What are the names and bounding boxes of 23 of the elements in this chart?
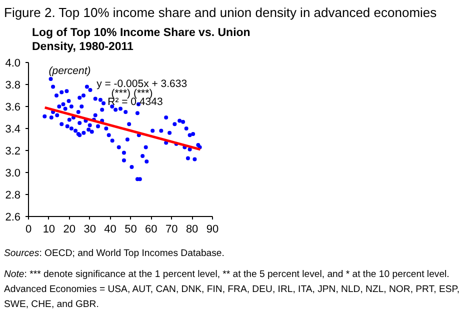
x-tick-label: 80 (186, 224, 198, 236)
x-tick-label: 60 (145, 224, 158, 236)
x-tick-label: 20 (63, 224, 76, 236)
text: Note: *** denote significance at the 1 percent level, ** at the 5 percent level, and * at the 10 percent level. Advanced Economies = USA, AUT, CAN, DNK, FIN, FRA, DEU, IRL, ITA, JPN, NLD, NZL, NOR, PRT, ESP, SWE, CHE, and GBR. (4, 268, 461, 312)
x-tick-label: 30 (84, 224, 96, 236)
y-tick-label: 3.0 (5, 168, 21, 180)
y-tick-label: 3.6 (5, 102, 21, 114)
y-tick-label: 3.8 (5, 80, 21, 92)
y-tick-label: 3.4 (5, 124, 21, 136)
source-note: Sources: OECD; and World Top Incomes Database. (4, 247, 226, 261)
x-tick-label: 10 (42, 224, 56, 236)
y-tick-label: 2.6 (5, 212, 21, 224)
chart-subtitle: Log of Top 10% Income Share vs. Union Density, 1980-2011 (32, 26, 252, 54)
x-tick-label: 0 (25, 224, 32, 236)
y-tick-label: 2.8 (5, 190, 21, 202)
y-axis-title: (percent) (48, 64, 91, 77)
x-tick-label: 70 (165, 224, 178, 236)
y-tick-label: 4.0 (5, 58, 21, 70)
x-tick-label: 90 (206, 224, 219, 236)
x-tick-label: 50 (124, 224, 137, 236)
y-tick-label: 3.2 (5, 146, 21, 158)
x-tick-label: 40 (104, 224, 116, 236)
chart-title: Figure 2. Top 10% income share and union density in advanced economies (4, 4, 437, 22)
